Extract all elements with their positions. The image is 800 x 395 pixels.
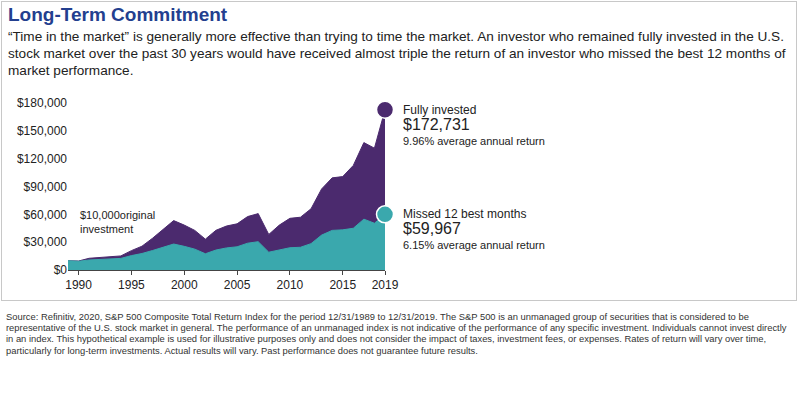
svg-text:$0: $0 bbox=[54, 263, 68, 277]
svg-text:2019: 2019 bbox=[372, 278, 399, 292]
svg-text:$10,000originalinvestment: $10,000originalinvestment bbox=[80, 209, 155, 235]
svg-text:2000: 2000 bbox=[171, 278, 198, 292]
svg-text:2005: 2005 bbox=[224, 278, 251, 292]
svg-text:$150,000: $150,000 bbox=[17, 124, 67, 138]
svg-text:1990: 1990 bbox=[65, 278, 92, 292]
svg-text:$30,000: $30,000 bbox=[24, 235, 68, 249]
svg-text:Fully invested$172,7319.96% av: Fully invested$172,7319.96% average annu… bbox=[403, 103, 545, 147]
svg-text:$120,000: $120,000 bbox=[17, 152, 67, 166]
svg-text:1995: 1995 bbox=[118, 278, 145, 292]
html-text:Source: Refinitiv, 2020, S&P 5: Source: Refinitiv, 2020, S&P 500 Composi… bbox=[6, 311, 787, 356]
html-text:Long-Term Commitment: Long-Term Commitment bbox=[8, 4, 228, 25]
svg-text:2010: 2010 bbox=[277, 278, 304, 292]
svg-text:$180,000: $180,000 bbox=[17, 96, 67, 110]
svg-text:2015: 2015 bbox=[329, 278, 356, 292]
html-text:“Time in the market” is genera: “Time in the market” is generally more e… bbox=[8, 29, 786, 78]
svg-text:Missed 12 best months$59,9676.: Missed 12 best months$59,9676.15% averag… bbox=[403, 207, 545, 251]
svg-text:$60,000: $60,000 bbox=[24, 208, 68, 222]
svg-text:$90,000: $90,000 bbox=[24, 180, 68, 194]
